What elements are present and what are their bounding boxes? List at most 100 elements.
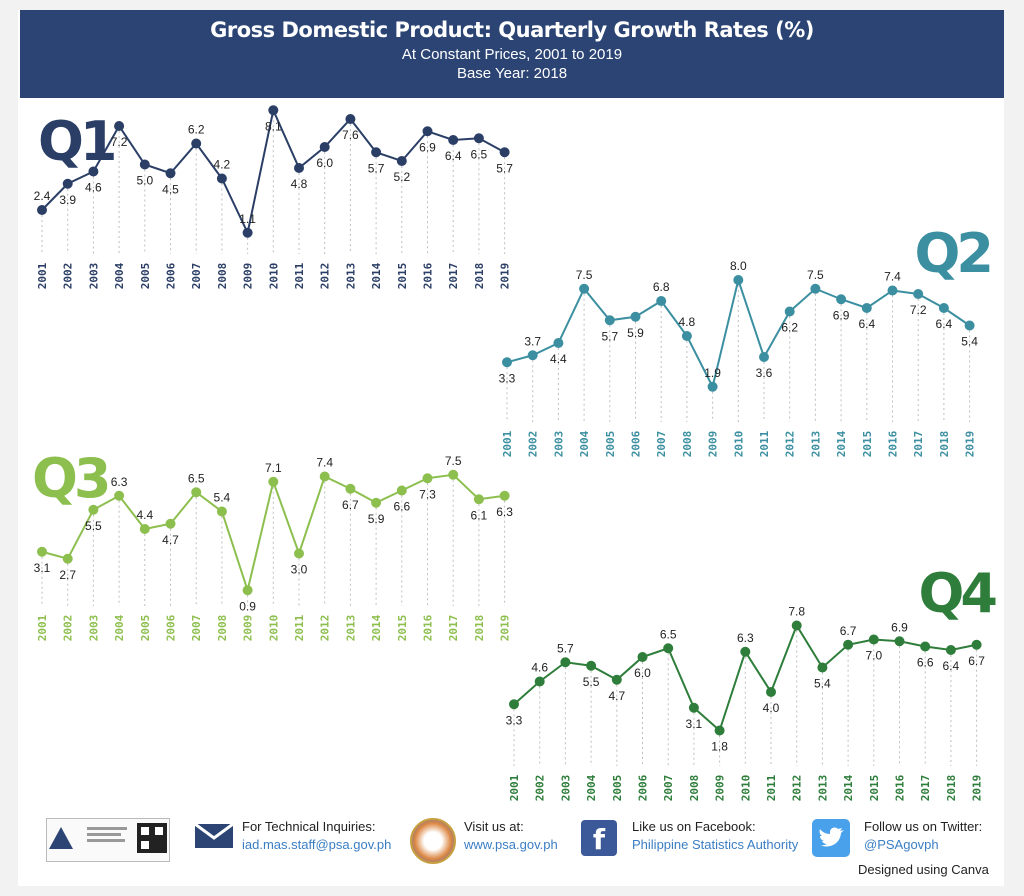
data-label: 3.3	[499, 371, 516, 385]
data-label: 6.3	[111, 475, 128, 489]
data-point	[579, 283, 590, 294]
year-tick-label: 2009	[714, 775, 727, 802]
chart-q2: Q2 3.3 2001 3.7 2002 4.4 2003 7.5 2004 5.7 2005 5.9…	[499, 222, 994, 458]
data-label: 6.5	[188, 471, 205, 485]
year-tick-label: 2015	[868, 775, 881, 802]
data-point	[396, 485, 407, 496]
data-label: 6.2	[188, 123, 205, 137]
website-link[interactable]: www.psa.gov.ph	[464, 837, 558, 852]
year-tick-label: 2012	[791, 775, 804, 802]
data-label: 6.3	[737, 631, 754, 645]
data-point	[913, 289, 924, 299]
data-label: 5.7	[368, 161, 385, 175]
data-point	[553, 338, 564, 348]
year-tick-label: 2013	[816, 775, 829, 802]
twitter-icon[interactable]	[812, 819, 850, 857]
data-label: 4.0	[763, 701, 780, 715]
year-tick-label: 2019	[499, 615, 512, 642]
chart-q1: Q1 2.4 2001 3.9 2002 4.6 2003 7.2 2004 5.0 2005 4.5…	[34, 105, 513, 290]
data-point	[637, 652, 648, 662]
year-tick-label: 2015	[396, 263, 409, 290]
header-banner: Gross Domestic Product: Quarterly Growth…	[20, 10, 1004, 98]
twitter-link[interactable]: @PSAgovph	[864, 837, 939, 852]
data-point	[759, 352, 769, 362]
data-label: 3.1	[34, 561, 51, 575]
facebook-icon[interactable]: f	[581, 820, 617, 856]
data-label: 5.5	[85, 519, 102, 533]
data-point	[604, 315, 615, 326]
data-label: 6.1	[471, 508, 488, 522]
year-tick-label: 2015	[396, 615, 409, 642]
tech-email-link[interactable]: iad.mas.staff@psa.gov.ph	[242, 837, 392, 852]
data-label: 7.0	[865, 649, 882, 663]
data-label: 3.9	[59, 193, 76, 207]
year-tick-label: 2008	[681, 431, 694, 458]
data-label: 7.5	[807, 268, 824, 282]
data-point	[868, 634, 879, 645]
facebook-link[interactable]: Philippine Statistics Authority	[632, 837, 799, 852]
data-label: 4.8	[679, 315, 696, 329]
year-tick-label: 2015	[861, 431, 874, 458]
data-point	[88, 166, 99, 177]
page-subtitle: At Constant Prices, 2001 to 2019	[401, 46, 623, 63]
data-label: 4.4	[136, 508, 153, 522]
data-point	[714, 725, 725, 736]
year-tick-label: 2016	[887, 430, 900, 457]
data-label: 6.9	[833, 308, 850, 322]
data-point	[165, 518, 176, 529]
data-label: 3.7	[524, 334, 541, 348]
data-label: 6.0	[634, 666, 651, 680]
page-title: Gross Domestic Product: Quarterly Growth…	[210, 18, 814, 42]
data-label: 7.3	[419, 487, 436, 501]
year-tick-label: 2009	[242, 263, 255, 290]
year-tick-label: 2001	[501, 430, 514, 457]
data-label: 7.8	[788, 605, 805, 619]
data-label: 5.7	[557, 641, 574, 655]
data-point	[817, 662, 828, 673]
data-point	[887, 285, 898, 296]
data-label: 5.9	[627, 326, 644, 340]
data-point	[843, 639, 854, 650]
data-point	[733, 275, 744, 285]
base-year-label: Base Year: 2018	[456, 65, 568, 82]
data-point	[945, 645, 956, 655]
year-tick-label: 2008	[216, 263, 229, 290]
data-point	[319, 471, 330, 482]
data-label: 4.5	[162, 182, 179, 196]
data-label: 3.6	[756, 366, 773, 380]
data-label: 5.4	[814, 677, 831, 691]
data-label: 7.6	[342, 128, 359, 142]
year-tick-label: 2005	[604, 431, 617, 458]
data-point	[371, 147, 382, 158]
data-point	[62, 178, 73, 189]
data-label: 8.1	[265, 119, 282, 133]
quarter-label: Q2	[915, 222, 990, 285]
year-tick-label: 2006	[165, 262, 178, 289]
data-label: 4.4	[550, 352, 567, 366]
year-tick-label: 2010	[267, 615, 280, 642]
data-label: 6.4	[445, 149, 462, 163]
data-point	[268, 105, 279, 116]
data-label: 6.3	[496, 505, 513, 519]
year-tick-label: 2002	[534, 775, 547, 802]
year-tick-label: 2003	[552, 431, 565, 458]
year-tick-label: 2011	[293, 262, 306, 289]
year-tick-label: 2011	[765, 774, 778, 801]
data-label: 7.5	[445, 454, 462, 468]
year-tick-label: 2003	[559, 775, 572, 802]
data-point	[294, 548, 304, 559]
data-point	[791, 620, 802, 631]
data-label: 6.4	[858, 317, 875, 331]
data-point	[611, 674, 622, 685]
data-point	[319, 142, 330, 152]
year-tick-label: 2002	[62, 263, 75, 290]
data-point	[688, 702, 699, 713]
data-point	[534, 676, 545, 687]
chart-q3: Q3 3.1 2001 2.7 2002 5.5 2003 6.3 2004 4.4 2005 4.7…	[32, 447, 513, 641]
data-label: 6.6	[393, 500, 410, 514]
year-tick-label: 2004	[578, 430, 591, 457]
year-tick-label: 2001	[508, 774, 521, 801]
quarter-label: Q3	[32, 447, 108, 510]
data-label: 7.4	[884, 270, 901, 284]
data-point	[371, 497, 382, 508]
